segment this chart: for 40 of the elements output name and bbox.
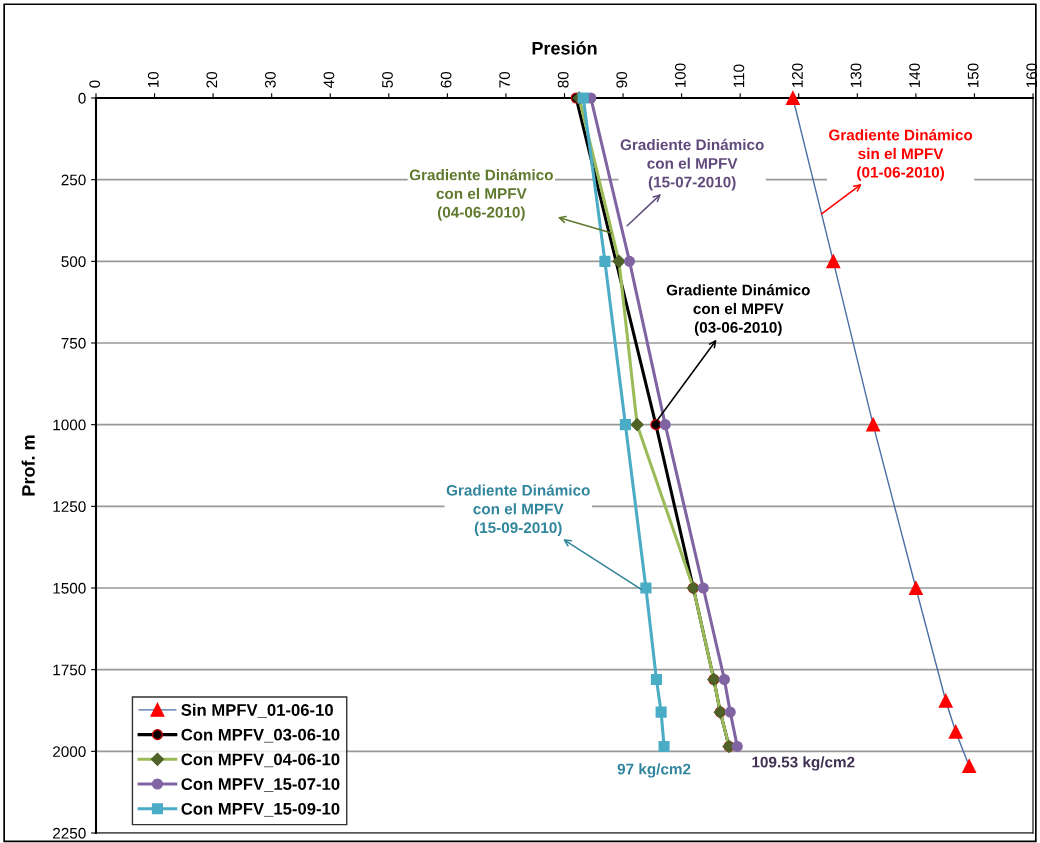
annotation: Gradiente Dinámico con el MPFV (15-07-2010): [620, 138, 764, 191]
x-tick-label: 90: [616, 71, 628, 88]
x-tick-label: 0: [89, 80, 101, 88]
legend-label: Con MPFV_04-06-10: [181, 753, 340, 768]
legend-label: Sin MPFV_01-06-10: [181, 703, 333, 718]
x-tick-label: 130: [850, 63, 862, 88]
y-tick-label: 750: [61, 337, 86, 349]
x-tick-label: 150: [967, 63, 979, 88]
y-tick-label: 500: [61, 256, 86, 268]
y-tick-label: 1250: [53, 501, 86, 513]
x-tick-label: 40: [323, 71, 335, 88]
x-tick-label: 30: [264, 71, 276, 88]
y-tick-label: 2250: [53, 827, 86, 839]
y-tick-label: 0: [78, 92, 86, 104]
y-tick-label: 1750: [53, 664, 86, 676]
x-tick-label: 10: [147, 71, 159, 88]
annotation: Gradiente Dinámico con el MPFV (15-09-2010): [446, 484, 590, 537]
x-tick-label: 140: [909, 63, 920, 88]
annotation: Gradiente Dinámico con el MPFV (04-06-2010): [409, 168, 553, 221]
x-tick-label: 60: [440, 71, 452, 88]
annotation: 97 kg/cm2: [617, 763, 691, 778]
x-tick-label: 100: [674, 63, 686, 88]
x-tick-label: 110: [733, 64, 745, 88]
x-tick-label: 20: [206, 71, 218, 88]
annotation: Gradiente Dinámico sin el MPFV (01-06-2010): [829, 129, 973, 181]
annotation: Gradiente Dinámico con el MPFV (03-06-2010): [666, 284, 810, 336]
y-tick-label: 250: [61, 174, 86, 186]
y-tick-label: 2000: [53, 746, 86, 758]
x-tick-label: 80: [557, 71, 569, 88]
y-tick-label: 1000: [53, 419, 86, 431]
x-tick-label: 70: [499, 71, 511, 88]
legend-label: Con MPFV_15-09-10: [181, 802, 340, 817]
y-tick-label: 1500: [53, 582, 86, 594]
x-tick-label: 50: [382, 71, 393, 88]
y-axis-title: Prof. m: [21, 435, 35, 496]
legend-label: Con MPFV_03-06-10: [181, 728, 340, 743]
x-axis-title: Presión: [532, 41, 597, 55]
annotation: 109.53 kg/cm2: [752, 756, 855, 771]
x-tick-label: 120: [792, 63, 803, 88]
legend-label: Con MPFV_15-07-10: [181, 778, 340, 792]
